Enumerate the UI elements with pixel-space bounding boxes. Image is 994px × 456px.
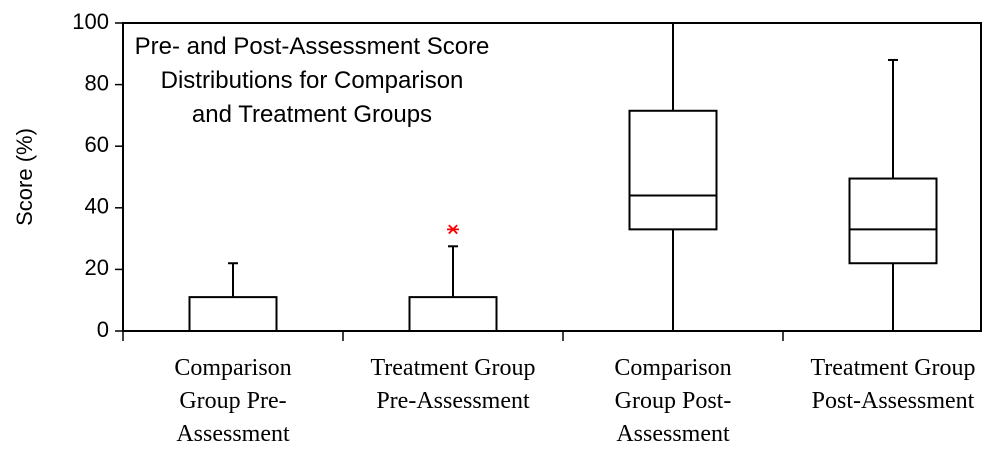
y-tick-label: 60 [85,132,109,157]
y-tick-label: 40 [85,194,109,219]
x-tick-label: Treatment Group Pre-Assessment [370,355,536,414]
x-tick-label: Treatment Group Post-Assessment [810,355,976,414]
box [188,296,278,332]
y-tick-label: 80 [85,70,109,95]
y-tick-label: 100 [72,9,109,34]
x-tick-label: Comparison Group Pre-Assessment [174,355,292,447]
y-axis-label: Score (%) [12,128,37,226]
chart-title: Pre- and Post-Assessment Score Distribut… [124,30,500,132]
outlier [447,224,459,235]
y-tick-label: 20 [85,255,109,280]
box [408,296,498,332]
plot-frame [122,22,982,332]
box [848,177,938,265]
y-tick-label: 0 [97,317,109,342]
box [628,109,718,231]
x-tick-label: Comparison Group Post-Assessment [614,355,732,447]
